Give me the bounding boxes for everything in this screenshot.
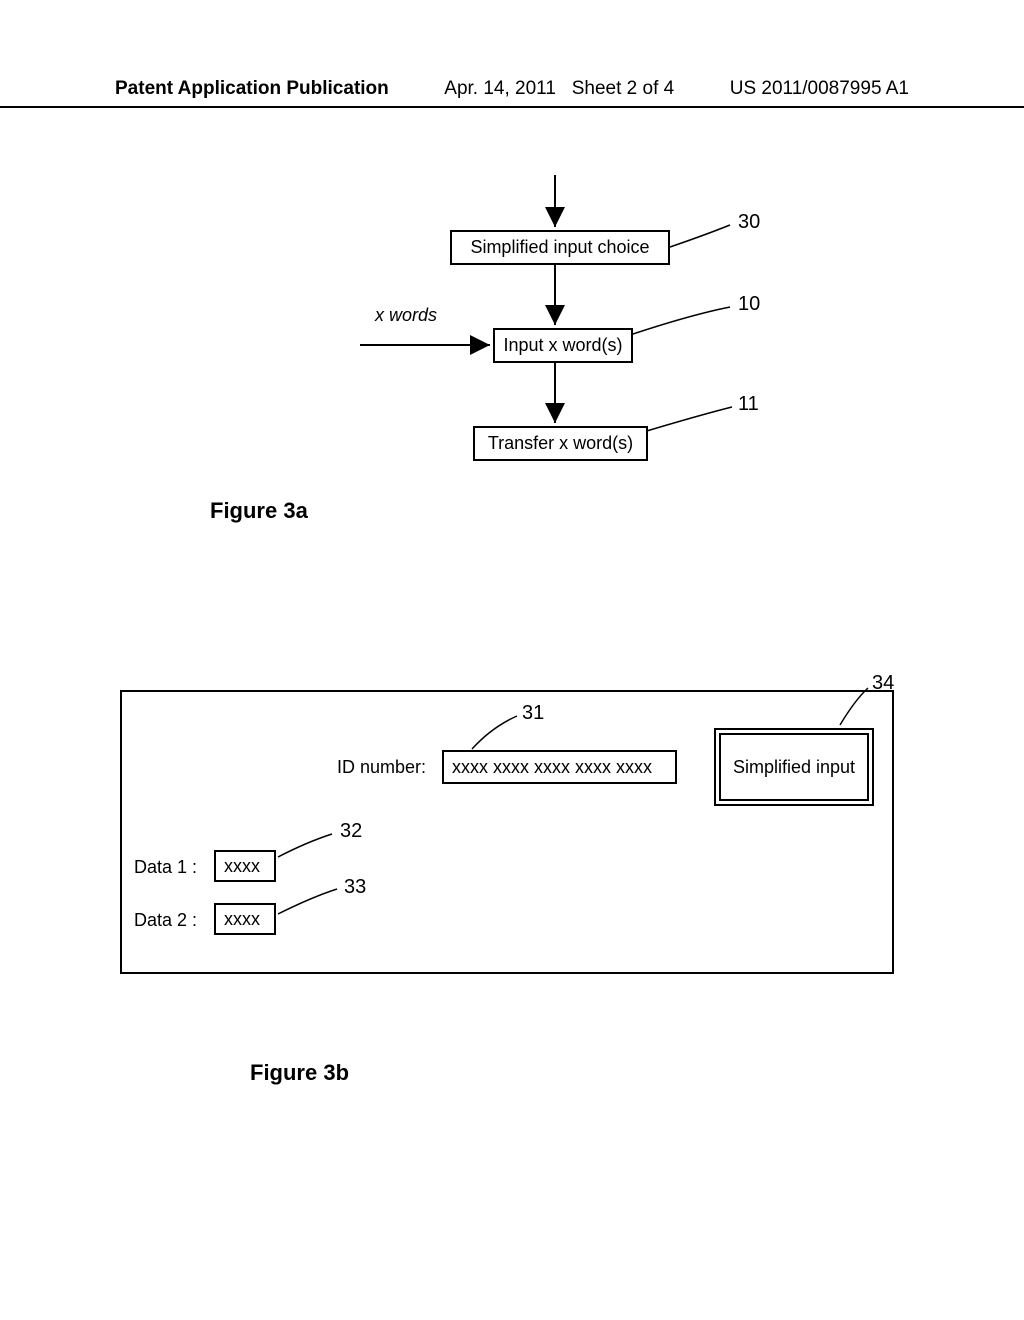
ref-34: 34 xyxy=(872,672,894,695)
fig3b-leader-34 xyxy=(0,0,1024,1320)
figure-3b-caption: Figure 3b xyxy=(250,1060,349,1086)
